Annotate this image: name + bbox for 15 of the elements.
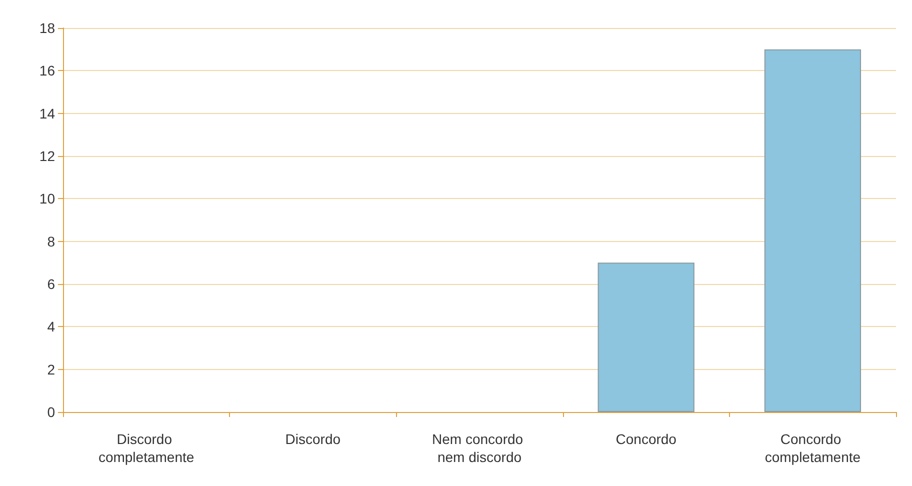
x-tick-label: Nem concordo nem discordo xyxy=(432,431,527,465)
y-tick-label: 2 xyxy=(47,361,56,378)
y-tick-label: 10 xyxy=(39,190,56,207)
x-tick-label: Discordo completamente xyxy=(98,431,194,465)
y-tick-label: 16 xyxy=(39,62,56,79)
x-tick-label: Concordo completamente xyxy=(764,431,861,465)
x-tick-label: Concordo xyxy=(616,431,677,447)
y-tick-label: 6 xyxy=(47,276,56,292)
x-tick-label: Discordo xyxy=(285,431,341,447)
y-tick-label: 4 xyxy=(47,318,56,335)
y-tick-label: 0 xyxy=(47,404,56,420)
y-tick-label: 14 xyxy=(39,105,56,122)
y-tick-label: 8 xyxy=(47,233,56,250)
y-tick-label: 18 xyxy=(39,20,56,36)
y-tick-label: 12 xyxy=(39,148,56,164)
